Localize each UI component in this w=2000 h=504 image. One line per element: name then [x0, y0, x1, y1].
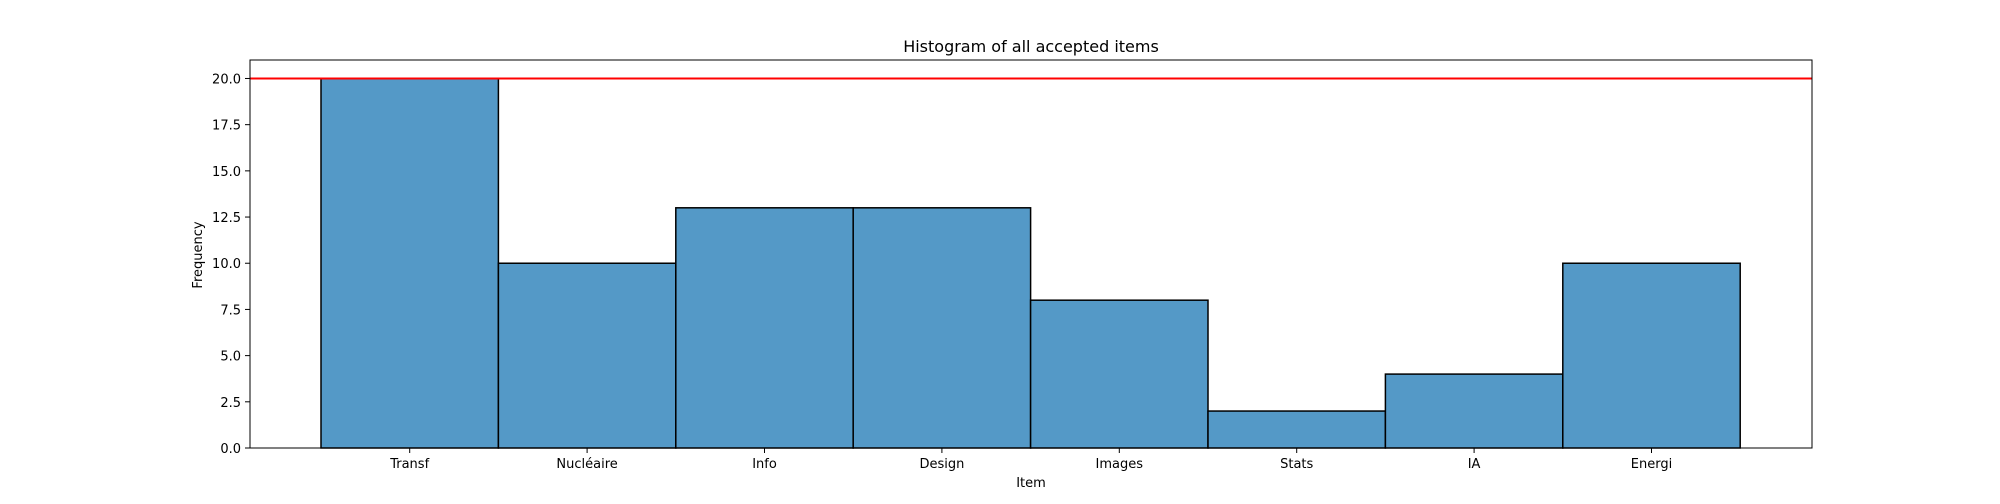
plot-frame	[249, 59, 1813, 449]
bar-ia	[1384, 373, 1564, 449]
y-tick-label: 7.5	[220, 303, 241, 318]
bar-energi	[1562, 262, 1741, 449]
y-tick-label: 20.0	[212, 72, 241, 87]
y-tick-label: 0.0	[220, 442, 241, 457]
chart-title: Histogram of all accepted items	[903, 37, 1159, 56]
x-tick-label: Stats	[1280, 457, 1313, 472]
bar-design	[852, 207, 1032, 449]
y-axis-label: Frequency	[191, 221, 206, 288]
x-tick-label: IA	[1468, 457, 1481, 472]
x-tick-label: Nucléaire	[556, 457, 617, 472]
bar-info	[675, 207, 854, 449]
x-tick-label: Images	[1096, 457, 1144, 472]
y-tick-label: 17.5	[212, 119, 241, 134]
y-tick-label: 15.0	[212, 165, 241, 180]
x-axis-label: Item	[1016, 476, 1046, 491]
bar-nucl-aire	[497, 262, 677, 449]
bars-layer	[320, 77, 1741, 449]
x-tick-label: Transf	[389, 457, 429, 472]
x-tick-label: Info	[752, 457, 777, 472]
bar-stats	[1207, 410, 1387, 449]
x-tick-label: Design	[919, 457, 964, 472]
y-tick-label: 12.5	[212, 211, 241, 226]
bar-transf	[320, 77, 500, 449]
y-tick-label: 10.0	[212, 257, 241, 272]
axes-layer: 0.0 2.5 5.0 7.5 10.0 12.5 15.0 17.5 20.0 Transf Nu…	[212, 59, 1813, 472]
x-tick-label: Energi	[1631, 457, 1672, 472]
bar-images	[1029, 299, 1209, 449]
y-tick-label: 5.0	[220, 350, 241, 365]
y-tick-label: 2.5	[220, 396, 241, 411]
